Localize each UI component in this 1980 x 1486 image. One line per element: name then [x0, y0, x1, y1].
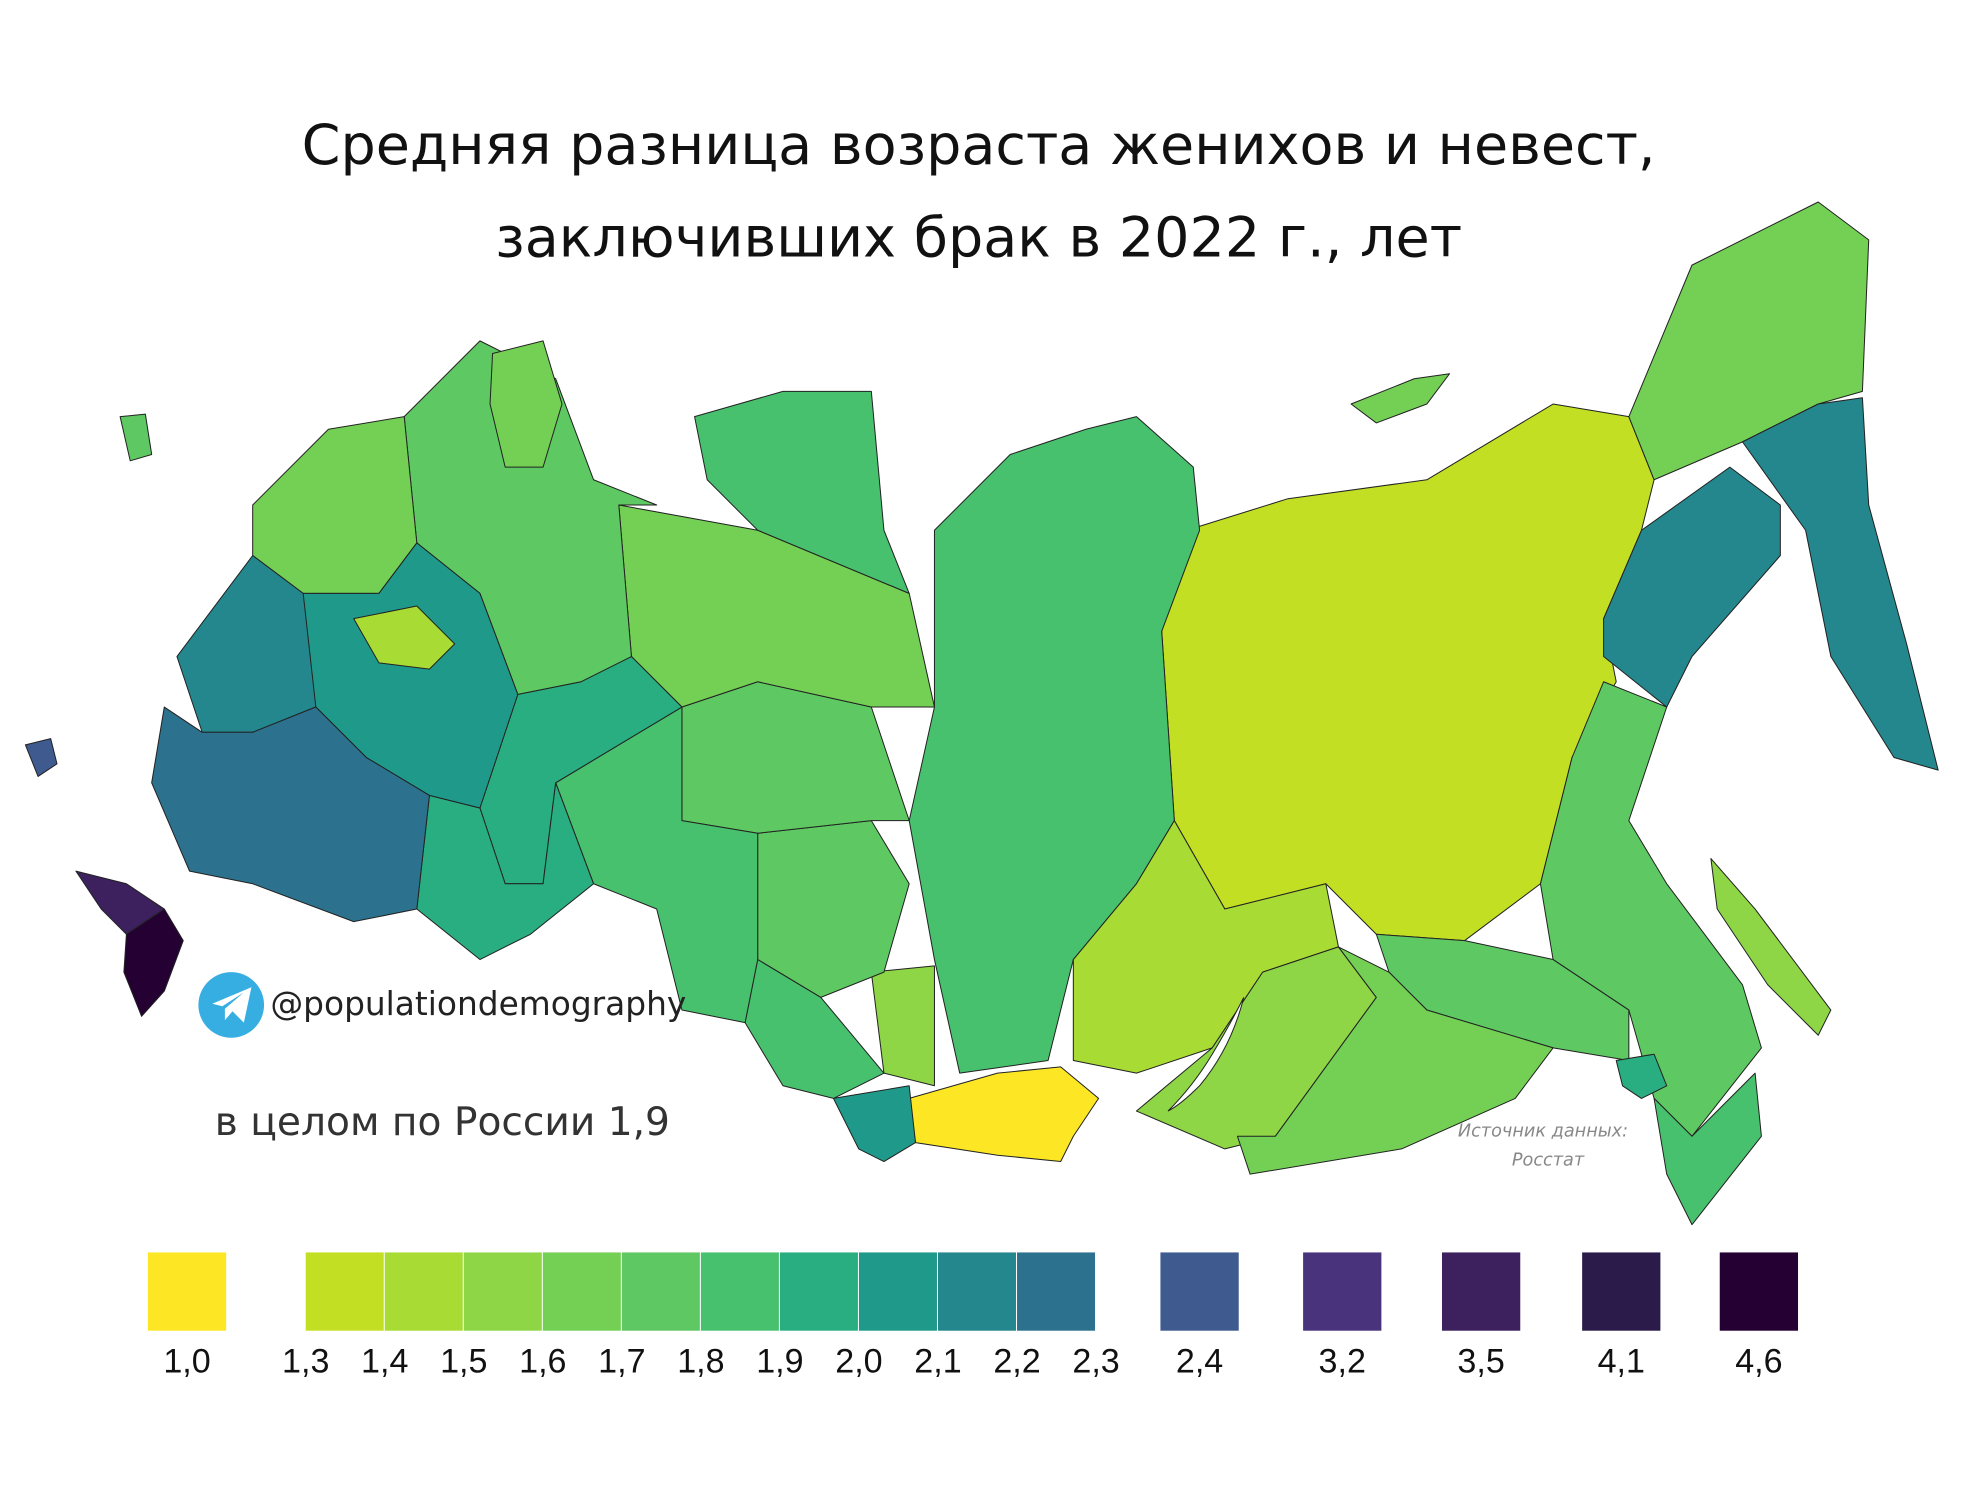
legend-scale-label: 2,2 [993, 1342, 1040, 1380]
legend-scale-label: 2,1 [914, 1342, 961, 1380]
telegram-badge[interactable]: @populationdemography [198, 972, 686, 1038]
legend-single-swatch [1582, 1252, 1661, 1331]
legend-scale-cell [305, 1252, 384, 1331]
region-13 [1236, 946, 1554, 1175]
legend-single-swatch [1160, 1252, 1239, 1331]
russia-total: в целом по России 1,9 [215, 1100, 670, 1145]
legend: 1,0 1,3 1,4 1,5 1,6 1,7 1,8 1,9 2,0 2,1 2,2 2,3 2,4 3… [147, 1252, 1799, 1380]
paper-plane-icon [212, 987, 252, 1023]
region-14 [908, 1066, 1100, 1163]
region-20 [555, 706, 759, 1024]
region-33 [119, 413, 153, 462]
map-regions [24, 201, 1939, 1226]
legend-single-label: 2,4 [1176, 1342, 1223, 1380]
legend-scale-label: 1,9 [756, 1342, 803, 1380]
region-8 [1710, 858, 1832, 1036]
legend-scale-cell [779, 1252, 858, 1331]
legend-single-label: 3,5 [1457, 1342, 1504, 1380]
title-line-1: Средняя разница возраста женихов и невес… [302, 113, 1656, 178]
legend-scale-cell [384, 1252, 463, 1331]
region-26 [416, 782, 595, 961]
region-25 [252, 416, 418, 594]
region-32 [24, 738, 58, 777]
legend-single-label: 3,2 [1319, 1342, 1366, 1380]
legend-scale-label: 2,0 [835, 1342, 882, 1380]
legend-single-swatch [1303, 1252, 1382, 1331]
region-3 [1350, 373, 1451, 424]
lake-baikal [1167, 997, 1245, 1112]
legend-scale-label: 1,5 [440, 1342, 487, 1380]
title-line-2: заключивших брак в 2022 г., лет [495, 205, 1462, 270]
legend-scale-label: 1,7 [598, 1342, 645, 1380]
legend-1-0-swatch [147, 1252, 227, 1331]
legend-scale-cell [937, 1252, 1017, 1331]
legend-scale-cell [700, 1252, 779, 1331]
source-line-1: Источник данных: [1458, 1121, 1628, 1141]
legend-scale-cell [621, 1252, 700, 1331]
legend-1-0-label: 1,0 [163, 1342, 210, 1380]
legend-single-swatch [1441, 1252, 1521, 1331]
legend-scale-label: 2,3 [1072, 1342, 1119, 1380]
legend-scale-label: 1,6 [519, 1342, 566, 1380]
legend-single-label: 4,6 [1735, 1342, 1782, 1380]
region-29 [151, 706, 430, 923]
legend-single-label: 4,1 [1598, 1342, 1645, 1380]
telegram-handle: @populationdemography [270, 985, 686, 1023]
legend-scale-label: 1,4 [361, 1342, 408, 1380]
legend-single-swatch [1719, 1252, 1799, 1331]
legend-scale-cell [463, 1252, 542, 1331]
region-35 [353, 605, 456, 670]
region-5 [1741, 397, 1939, 771]
source-line-2: Росстат [1512, 1150, 1585, 1170]
region-2 [1628, 201, 1870, 481]
region-22 [694, 390, 910, 594]
region-16 [870, 965, 935, 1087]
legend-scale-cell [1017, 1252, 1096, 1331]
region-11 [1653, 1072, 1762, 1226]
legend-scale-label: 1,3 [282, 1342, 329, 1380]
legend-scale-cell [542, 1252, 621, 1331]
region-4 [1603, 466, 1781, 708]
region-10 [1615, 1053, 1668, 1099]
region-15 [832, 1085, 917, 1163]
legend-scale-label: 1,8 [677, 1342, 724, 1380]
legend-scale-cell [858, 1252, 937, 1331]
region-34 [489, 340, 563, 468]
region-31 [123, 908, 184, 1017]
